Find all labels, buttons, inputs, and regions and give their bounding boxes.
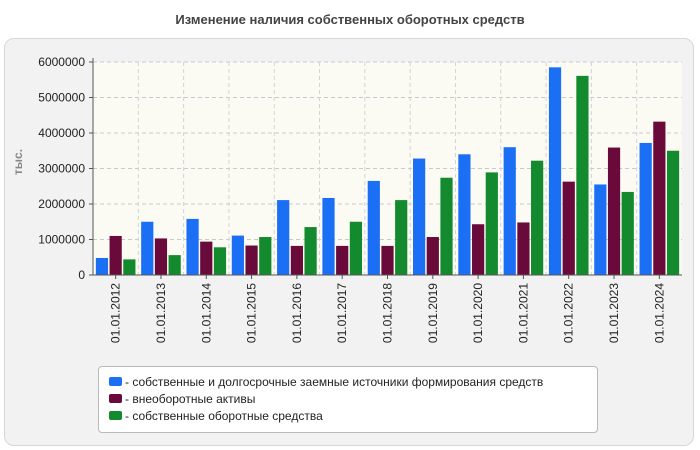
legend-item-sources: - собственные и долгосрочные заемные ист…: [109, 373, 597, 390]
legend-swatch-working-capital: [109, 411, 122, 420]
bar-series-3: [576, 75, 589, 275]
legend-item-noncurrent: - внеоборотные активы: [109, 390, 597, 407]
bar-series-2: [607, 147, 621, 275]
bar-series-2: [472, 224, 485, 275]
y-tick-label: 5000000: [38, 91, 85, 105]
x-tick-label: 01.01.2019: [426, 283, 440, 343]
chart-legend: - собственные и долгосрочные заемные ист…: [98, 366, 598, 433]
x-tick-label: 01.01.2018: [381, 283, 395, 343]
bar-series-2: [200, 241, 213, 275]
bar-series-1: [503, 147, 516, 275]
x-tick-label: 01.01.2017: [335, 283, 349, 343]
bar-series-1: [322, 197, 335, 275]
x-tick-label: 01.01.2024: [652, 283, 666, 343]
bar-series-2: [245, 245, 258, 275]
bar-series-3: [213, 247, 227, 275]
x-tick-label: 01.01.2013: [154, 283, 168, 343]
bar-series-3: [259, 237, 272, 275]
y-tick-label: 4000000: [38, 126, 85, 140]
bar-series-3: [531, 160, 544, 275]
bar-series-1: [277, 200, 290, 275]
bar-series-3: [621, 191, 634, 275]
bar-series-1: [458, 154, 471, 275]
bar-series-1: [639, 142, 652, 275]
bar-series-3: [349, 221, 362, 275]
bar-series-2: [426, 237, 439, 275]
y-tick-label: 6000000: [38, 55, 85, 69]
bar-series-1: [141, 221, 154, 275]
legend-swatch-sources: [109, 377, 122, 386]
bar-series-2: [109, 235, 122, 275]
bar-series-2: [517, 222, 530, 275]
bar-series-2: [336, 245, 349, 275]
bar-series-2: [653, 121, 666, 275]
bar-series-1: [413, 158, 426, 275]
bar-series-1: [367, 180, 380, 275]
x-tick-label: 01.01.2014: [199, 283, 213, 343]
bar-series-2: [154, 238, 168, 275]
chart-title: Изменение наличия собственных оборотных …: [175, 12, 525, 27]
bar-series-3: [440, 177, 453, 275]
bar-series-3: [666, 150, 680, 275]
y-tick-label: 2000000: [38, 197, 85, 211]
y-tick-label: 3000000: [38, 162, 85, 176]
x-tick-label: 01.01.2016: [290, 283, 304, 343]
y-axis-title: тыс.: [11, 149, 25, 175]
bar-series-1: [95, 257, 109, 275]
bar-series-1: [186, 218, 199, 275]
legend-swatch-noncurrent: [109, 394, 122, 403]
bar-series-3: [485, 172, 498, 275]
x-tick-label: 01.01.2023: [607, 283, 621, 343]
bar-series-3: [123, 259, 136, 275]
x-tick-label: 01.01.2022: [562, 283, 576, 343]
bar-series-1: [231, 235, 244, 275]
y-tick-label: 0: [78, 268, 85, 282]
bar-series-2: [290, 245, 303, 275]
x-tick-label: 01.01.2021: [516, 283, 530, 343]
legend-label-sources: собственные и долгосрочные заемные источ…: [132, 374, 544, 389]
bar-series-2: [562, 181, 575, 275]
legend-item-working-capital: - собственные оборотные средства: [109, 407, 597, 424]
bar-series-1: [548, 67, 562, 275]
bar-series-1: [594, 184, 607, 275]
x-tick-label: 01.01.2020: [471, 283, 485, 343]
bar-series-2: [381, 245, 394, 275]
legend-label-working-capital: собственные оборотные средства: [132, 408, 323, 423]
bar-series-3: [304, 227, 317, 275]
bar-series-3: [168, 255, 181, 275]
y-tick-label: 1000000: [38, 233, 85, 247]
x-tick-label: 01.01.2012: [109, 283, 123, 343]
legend-label-noncurrent: внеоборотные активы: [132, 391, 256, 406]
x-tick-label: 01.01.2015: [245, 283, 259, 343]
bar-series-3: [395, 200, 408, 275]
